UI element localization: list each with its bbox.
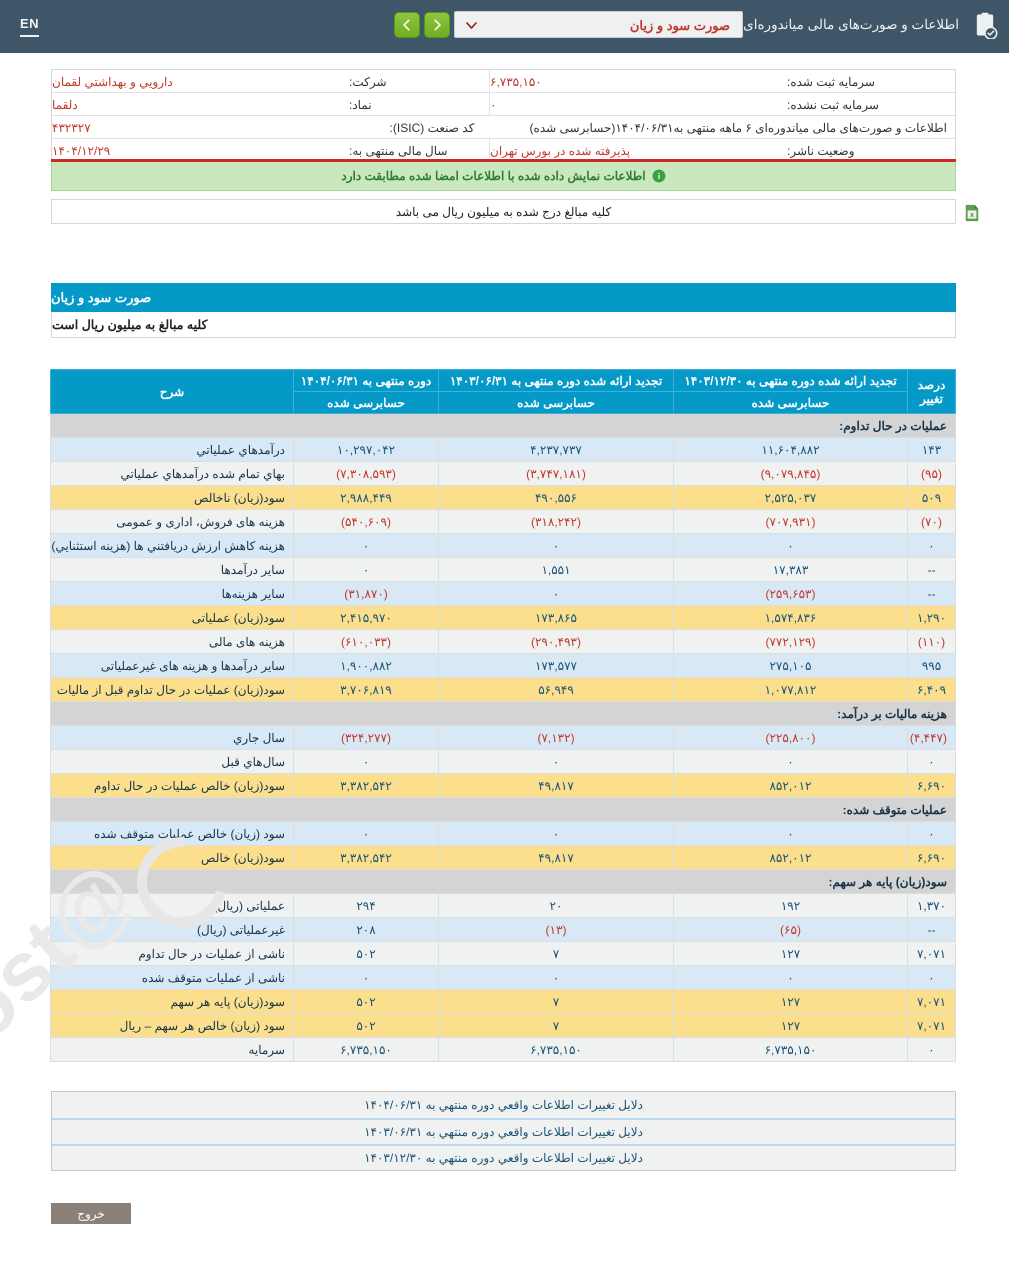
svg-text:X: X <box>970 213 974 219</box>
